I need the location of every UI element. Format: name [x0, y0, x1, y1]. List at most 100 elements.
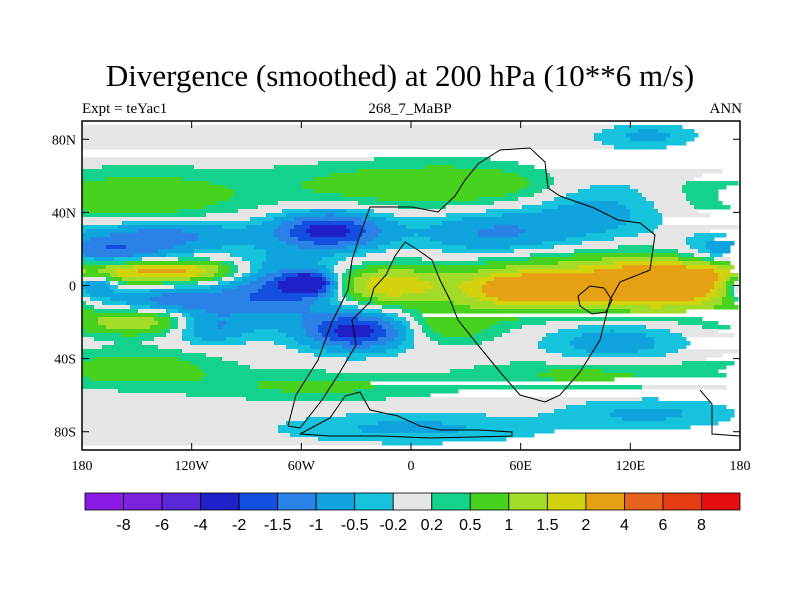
lat-tick-label: 80S	[54, 426, 76, 441]
field-cell	[722, 301, 735, 306]
field-cell	[82, 213, 207, 218]
field-cell	[294, 225, 311, 230]
colorbar-swatch	[277, 492, 317, 511]
field-cell	[666, 353, 723, 358]
field-cell	[562, 353, 667, 358]
field-cell	[366, 229, 383, 234]
field-cell	[246, 341, 275, 346]
field-cell	[222, 245, 255, 250]
field-cell	[230, 313, 303, 318]
field-cell	[338, 325, 371, 330]
lon-tick-label: 0	[408, 459, 415, 474]
field-cell	[726, 277, 731, 282]
field-cell	[498, 321, 547, 326]
field-cell	[718, 277, 727, 282]
field-cell	[314, 337, 331, 342]
field-cell	[346, 225, 363, 230]
field-cell	[550, 369, 603, 374]
field-cell	[302, 325, 319, 330]
field-cell	[330, 285, 339, 290]
field-cell	[730, 273, 739, 278]
field-cell	[622, 417, 667, 422]
field-cell	[510, 329, 559, 334]
field-cell	[238, 209, 283, 214]
field-cell	[250, 217, 275, 222]
field-cell	[698, 249, 711, 254]
field-cell	[354, 269, 379, 274]
field-cell	[102, 345, 159, 350]
field-cell	[326, 213, 335, 218]
field-cell	[182, 313, 191, 318]
field-cell	[194, 321, 219, 326]
field-cell	[426, 333, 443, 338]
lat-tick-label: 0	[69, 280, 76, 295]
field-cell	[734, 285, 739, 290]
field-cell	[350, 273, 363, 278]
field-cell	[338, 241, 367, 246]
field-cell	[578, 325, 647, 330]
field-cell	[170, 317, 179, 322]
field-cell	[462, 281, 487, 286]
field-cell	[298, 349, 327, 354]
field-cell	[574, 337, 655, 342]
field-cell	[82, 405, 567, 410]
field-cell	[730, 277, 739, 282]
field-cell	[350, 229, 367, 234]
field-cell	[194, 317, 303, 322]
colorbar-swatch	[701, 492, 741, 511]
field-cell	[326, 369, 451, 374]
field-cell	[230, 197, 379, 202]
field-cell	[82, 321, 99, 326]
field-cell	[610, 329, 615, 334]
field-cell	[734, 289, 739, 294]
field-cell	[82, 441, 383, 446]
colorbar-label: -1	[309, 517, 323, 534]
field-cell	[182, 229, 275, 234]
field-cell	[386, 329, 399, 334]
field-cell	[398, 329, 407, 334]
field-cell	[346, 209, 375, 214]
field-cell	[394, 257, 423, 262]
field-cell	[186, 269, 207, 274]
field-cell	[666, 137, 695, 142]
field-cell	[638, 129, 659, 134]
field-cell	[238, 285, 263, 290]
field-cell	[322, 257, 347, 262]
field-cell	[258, 277, 275, 282]
field-cell	[82, 177, 107, 182]
divergence-field	[82, 125, 739, 446]
field-cell	[614, 237, 687, 242]
field-cell	[342, 193, 507, 198]
field-cell	[110, 297, 151, 302]
field-cell	[286, 421, 379, 426]
field-cell	[278, 201, 359, 206]
field-cell	[266, 273, 283, 278]
field-cell	[342, 289, 347, 294]
field-cell	[86, 301, 103, 306]
field-cell	[534, 193, 567, 198]
field-cell	[326, 281, 331, 286]
field-cell	[366, 265, 507, 270]
colorbar-swatch	[546, 492, 587, 511]
field-cell	[202, 377, 555, 382]
field-cell	[198, 237, 279, 242]
field-cell	[682, 185, 727, 190]
field-cell	[290, 233, 311, 238]
field-cell	[510, 245, 555, 250]
field-cell	[346, 281, 355, 286]
field-cell	[194, 249, 267, 254]
field-cell	[358, 169, 503, 174]
field-cell	[310, 305, 343, 310]
field-cell	[230, 253, 267, 258]
field-cell	[538, 413, 611, 418]
field-cell	[482, 329, 511, 334]
field-cell	[134, 265, 199, 270]
field-cell	[502, 169, 547, 174]
field-cell	[134, 253, 167, 258]
field-cell	[350, 341, 363, 346]
field-cell	[242, 333, 287, 338]
field-cell	[382, 229, 479, 234]
field-cell	[82, 225, 119, 230]
field-cell	[462, 289, 483, 294]
field-cell	[82, 305, 95, 310]
